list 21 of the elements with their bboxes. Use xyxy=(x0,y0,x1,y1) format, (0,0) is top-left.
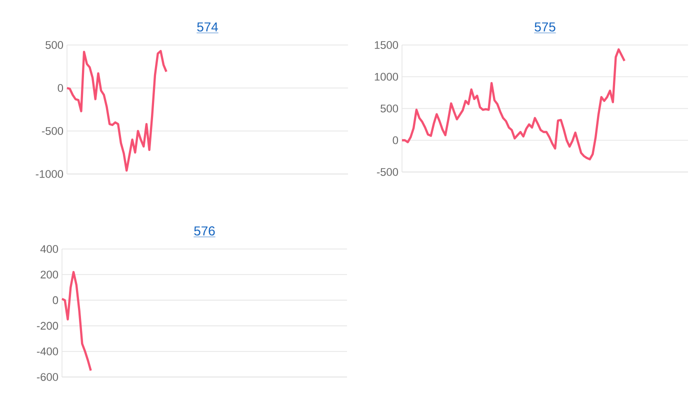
chart-title: 576 xyxy=(194,226,215,236)
y-tick-label: -1000 xyxy=(36,170,64,178)
y-tick-label: 1500 xyxy=(374,41,398,49)
y-tick-label: -500 xyxy=(376,168,398,176)
y-tick-label: -200 xyxy=(36,322,58,330)
y-tick-label: 500 xyxy=(380,104,398,112)
y-tick-label: 200 xyxy=(40,270,58,278)
line-series xyxy=(60,270,92,372)
y-tick-label: 0 xyxy=(58,84,64,92)
chart-title: 575 xyxy=(534,22,556,32)
y-tick-label: 500 xyxy=(46,41,64,49)
y-tick-label: 1000 xyxy=(374,72,398,81)
y-tick-label: -600 xyxy=(36,373,58,381)
chart-title: 574 xyxy=(197,22,218,32)
y-tick-label: 0 xyxy=(392,136,398,144)
y-tick-label: 0 xyxy=(52,296,58,304)
y-tick-label: -500 xyxy=(42,127,64,135)
y-tick-label: 400 xyxy=(40,245,58,253)
line-series xyxy=(66,50,168,172)
line-series xyxy=(400,48,626,160)
y-tick-label: -400 xyxy=(36,348,58,356)
